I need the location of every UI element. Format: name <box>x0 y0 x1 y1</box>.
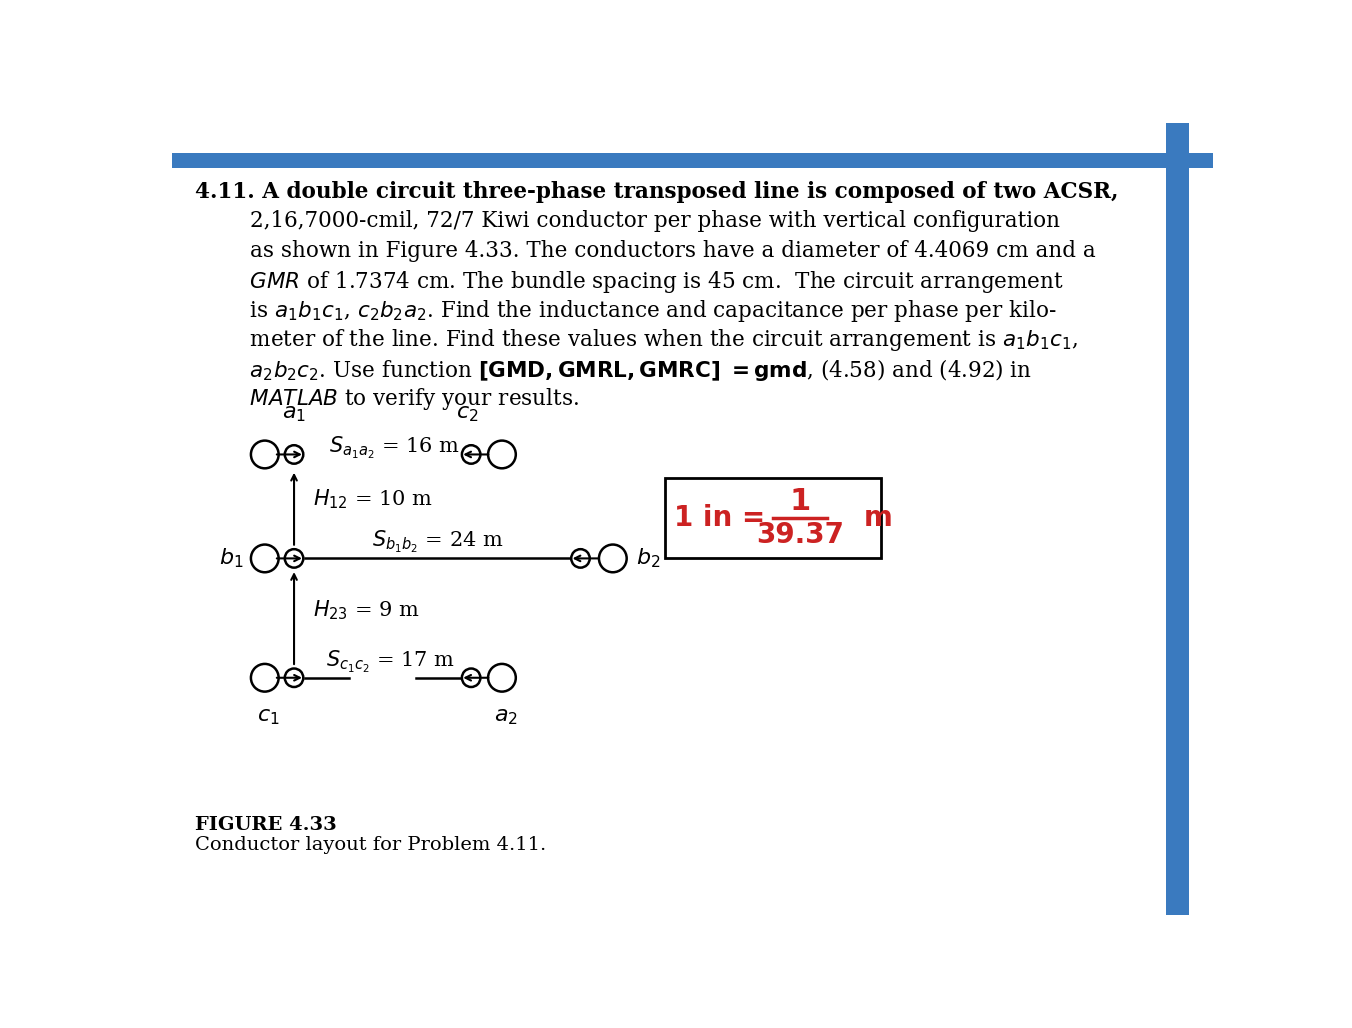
Text: 2,16,7000-cmil, 72/7 Kiwi conductor per phase with vertical configuration: 2,16,7000-cmil, 72/7 Kiwi conductor per … <box>196 211 1060 232</box>
Text: $\mathit{MATLAB}$ to verify your results.: $\mathit{MATLAB}$ to verify your results… <box>196 386 580 412</box>
Text: 39.37: 39.37 <box>756 521 844 549</box>
Text: 4.11. A double circuit three-phase transposed line is composed of two ACSR,: 4.11. A double circuit three-phase trans… <box>196 181 1119 204</box>
Text: $H_{12}$ = 10 m: $H_{12}$ = 10 m <box>314 487 434 511</box>
Text: $S_{a_1a_2}$ = 16 m: $S_{a_1a_2}$ = 16 m <box>329 435 460 462</box>
Bar <box>172 152 1214 168</box>
Text: as shown in Figure 4.33. The conductors have a diameter of 4.4069 cm and a: as shown in Figure 4.33. The conductors … <box>196 240 1096 262</box>
Text: $a_1$: $a_1$ <box>283 402 306 424</box>
Text: $a_2$: $a_2$ <box>493 705 518 728</box>
Text: $c_2$: $c_2$ <box>456 402 479 424</box>
Bar <box>1165 123 1188 915</box>
Bar <box>665 478 880 558</box>
Text: $b_2$: $b_2$ <box>635 547 660 571</box>
Text: $S_{b_1b_2}$ = 24 m: $S_{b_1b_2}$ = 24 m <box>372 528 503 554</box>
Text: $GMR$ of 1.7374 cm. The bundle spacing is 45 cm.  The circuit arrangement: $GMR$ of 1.7374 cm. The bundle spacing i… <box>196 269 1064 295</box>
Text: 1 in =: 1 in = <box>675 504 765 531</box>
Text: $a_2b_2c_2$. Use function $\mathbf{[GMD, GMRL, GMRC]}$ $\mathbf{=gmd}$, (4.58) a: $a_2b_2c_2$. Use function $\mathbf{[GMD,… <box>196 357 1033 382</box>
Text: $b_1$: $b_1$ <box>219 547 243 571</box>
Text: Conductor layout for Problem 4.11.: Conductor layout for Problem 4.11. <box>196 837 546 854</box>
Text: m: m <box>864 504 892 531</box>
Text: is $a_1b_1c_1$, $c_2b_2a_2$. Find the inductance and capacitance per phase per k: is $a_1b_1c_1$, $c_2b_2a_2$. Find the in… <box>196 298 1057 324</box>
Text: Transmission Line Parameters: Transmission Line Parameters <box>196 64 1048 113</box>
Text: $H_{23}$ = 9 m: $H_{23}$ = 9 m <box>314 598 420 622</box>
Text: $S_{c_1c_2}$ = 17 m: $S_{c_1c_2}$ = 17 m <box>326 650 454 675</box>
Text: meter of the line. Find these values when the circuit arrangement is $a_1b_1c_1$: meter of the line. Find these values whe… <box>196 327 1079 354</box>
Text: FIGURE 4.33: FIGURE 4.33 <box>196 816 337 835</box>
Text: $c_1$: $c_1$ <box>257 705 280 728</box>
Text: 1: 1 <box>790 486 811 516</box>
